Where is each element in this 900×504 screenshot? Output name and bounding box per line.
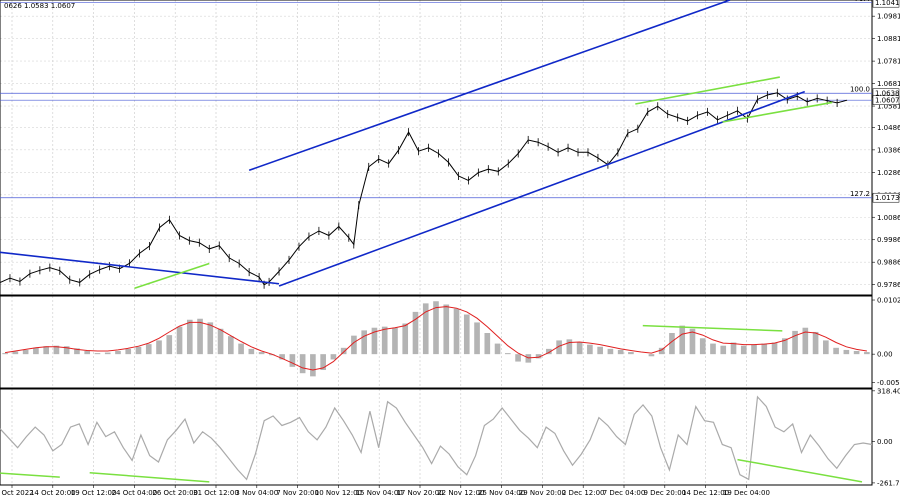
price-level-value: 1.0607 [875, 97, 900, 105]
y-tick-label-cci: 318.4079 [877, 387, 900, 395]
y-tick-label-price: 1.0981 [877, 13, 900, 21]
price-level-value: 1.0173 [875, 194, 900, 202]
x-tick-label: 15 Nov 04:00 [356, 489, 403, 497]
x-tick-label: 25 Nov 04:00 [478, 489, 525, 497]
x-tick-label: 3 Nov 04:00 [235, 489, 278, 497]
y-tick-label-price: 1.0581 [877, 103, 900, 111]
trend-line-green [134, 262, 210, 290]
price-line [0, 92, 848, 286]
y-tick-label-price: 0.9786 [877, 281, 900, 289]
y-tick-label-price: 1.0086 [877, 214, 900, 222]
price-level-value: 1.0638 [875, 90, 900, 98]
y-tick-label-price: 1.0286 [877, 169, 900, 177]
x-tick-label: 13 Oct 2022 [0, 489, 34, 497]
y-tick-label-cci: -261.798 [877, 479, 900, 487]
fib-level-label: 127.2 [850, 190, 870, 198]
y-tick-label-price: 1.0681 [877, 80, 900, 88]
cci-divergence-line [0, 472, 60, 478]
cci-divergence-line [89, 472, 210, 483]
x-tick-label: 17 Nov 20:00 [396, 489, 443, 497]
y-tick-label-macd: 0.01024 [877, 297, 900, 305]
y-tick-label-price: 0.9986 [877, 236, 900, 244]
trend-line-blue [248, 0, 731, 172]
x-tick-label: 19 Dec 04:00 [723, 489, 770, 497]
y-tick-label-price: 0.9886 [877, 259, 900, 267]
y-tick-label-price: 1.0781 [877, 58, 900, 66]
x-tick-label: 9 Dec 20:00 [643, 489, 686, 497]
y-tick-label-macd: -0.0054 [877, 379, 900, 387]
ohlc-header: 0626 1.0583 1.0607 [4, 2, 75, 10]
y-tick-label-price: 1.0386 [877, 146, 900, 154]
y-tick-label-cci: 0.00 [877, 438, 893, 446]
x-tick-label: 7 Nov 20:00 [276, 489, 319, 497]
trend-line-blue [278, 90, 806, 287]
cci-panel-border [0, 388, 873, 486]
y-tick-label-macd: 0.00 [877, 351, 893, 359]
fib-level-label: 100.0 [850, 86, 870, 94]
macd-panel-border [0, 295, 873, 389]
x-tick-label: 14 Oct 20:00 [30, 489, 76, 497]
cci-line [0, 395, 873, 481]
macd-signal-line [5, 306, 867, 371]
trend-line-green [635, 76, 780, 105]
x-tick-label: 22 Nov 12:00 [437, 489, 484, 497]
price-level-tag [872, 95, 900, 105]
x-tick-label: 24 Oct 04:00 [112, 489, 158, 497]
price-level-tag [872, 192, 900, 203]
x-tick-label: 31 Oct 12:00 [193, 489, 239, 497]
fib-level-label: 76.4 [854, 0, 870, 3]
cci-divergence-line [737, 458, 863, 483]
y-tick-label-price: 1.0881 [877, 35, 900, 43]
x-tick-label: 2 Dec 12:00 [562, 489, 605, 497]
x-tick-label: 26 Oct 20:00 [152, 489, 198, 497]
x-tick-label: 14 Dec 12:00 [682, 489, 729, 497]
y-tick-label-price: 1.0486 [877, 124, 900, 132]
x-tick-label: 10 Nov 12:00 [315, 489, 362, 497]
x-tick-label: 19 Oct 12:00 [71, 489, 117, 497]
x-tick-label: 29 Nov 20:00 [519, 489, 566, 497]
x-tick-label: 7 Dec 04:00 [603, 489, 646, 497]
macd-divergence-line [642, 324, 783, 332]
price-panel-border [0, 0, 873, 296]
trend-line-blue [0, 251, 280, 285]
trend-line-green [722, 101, 833, 123]
price-level-tag [872, 0, 900, 8]
price-level-value: 1.1041 [875, 0, 900, 7]
